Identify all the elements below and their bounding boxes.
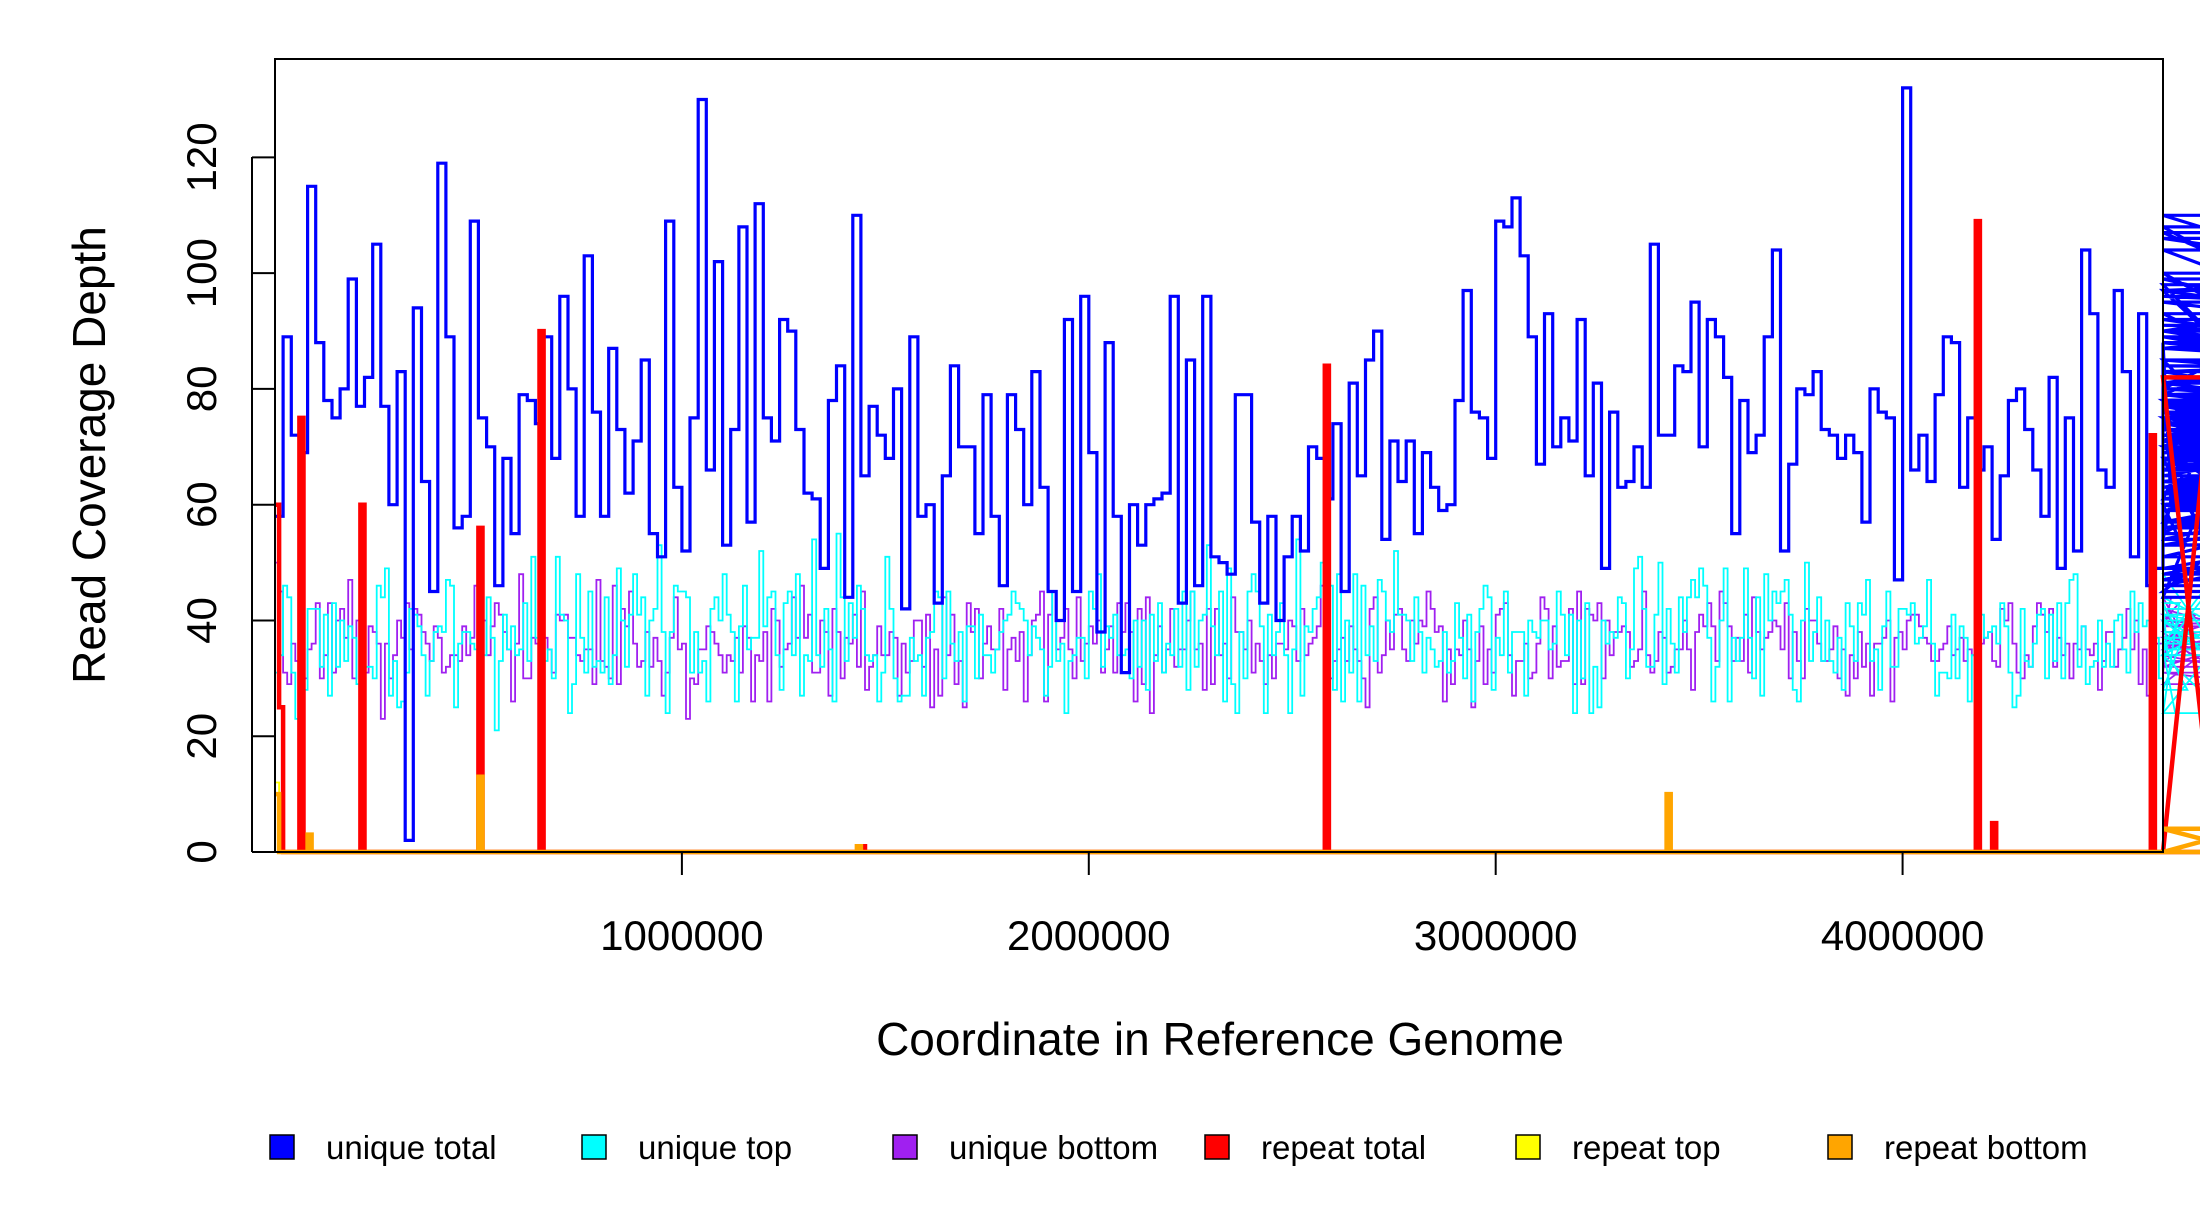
legend: unique total unique top unique bottom repea…	[269, 1129, 2088, 1166]
legend-swatch-repeat-bottom	[1827, 1134, 1853, 1160]
y-tick-label: 20	[178, 713, 225, 760]
y-tick-label: 80	[178, 366, 225, 413]
legend-label-repeat-top: repeat top	[1572, 1129, 1721, 1166]
legend-swatch-repeat-total	[1204, 1134, 1230, 1160]
legend-swatch-unique-top	[581, 1134, 607, 1160]
x-axis-title: Coordinate in Reference Genome	[876, 1013, 1564, 1065]
series-line-repeat-top	[275, 775, 2200, 853]
series-line-unique-total	[275, 86, 2200, 842]
y-tick-label: 60	[178, 481, 225, 528]
legend-label-unique-bottom: unique bottom	[949, 1129, 1158, 1166]
x-tick-label: 4000000	[1821, 912, 1985, 959]
y-tick-label: 0	[178, 840, 225, 863]
y-axis: 0 20 40 60 80 100 120 Read Coverage Depth	[63, 122, 275, 864]
legend-label-unique-total: unique total	[326, 1129, 497, 1166]
series-line-repeat-bottom	[275, 774, 2200, 855]
y-tick-label: 40	[178, 597, 225, 644]
series-layer	[275, 86, 2200, 855]
y-ticks: 0 20 40 60 80 100 120	[178, 122, 275, 864]
series-line-unique-bottom	[275, 561, 2200, 720]
y-tick-label: 100	[178, 238, 225, 308]
x-tick-label: 2000000	[1007, 912, 1171, 959]
x-tick-label: 3000000	[1414, 912, 1578, 959]
legend-swatch-unique-total	[269, 1134, 295, 1160]
legend-swatch-unique-bottom	[892, 1134, 918, 1160]
y-axis-title: Read Coverage Depth	[63, 226, 115, 684]
legend-label-unique-top: unique top	[638, 1129, 792, 1166]
series-line-unique-top	[275, 521, 2200, 732]
legend-swatch-repeat-top	[1515, 1134, 1541, 1160]
legend-label-repeat-bottom: repeat bottom	[1884, 1129, 2088, 1166]
x-axis: 1000000 2000000 3000000 4000000 Coordinate …	[600, 851, 1984, 1065]
legend-label-repeat-total: repeat total	[1261, 1129, 1426, 1166]
y-tick-label: 120	[178, 122, 225, 192]
x-tick-label: 1000000	[600, 912, 764, 959]
x-ticks: 1000000 2000000 3000000 4000000	[600, 852, 1984, 959]
